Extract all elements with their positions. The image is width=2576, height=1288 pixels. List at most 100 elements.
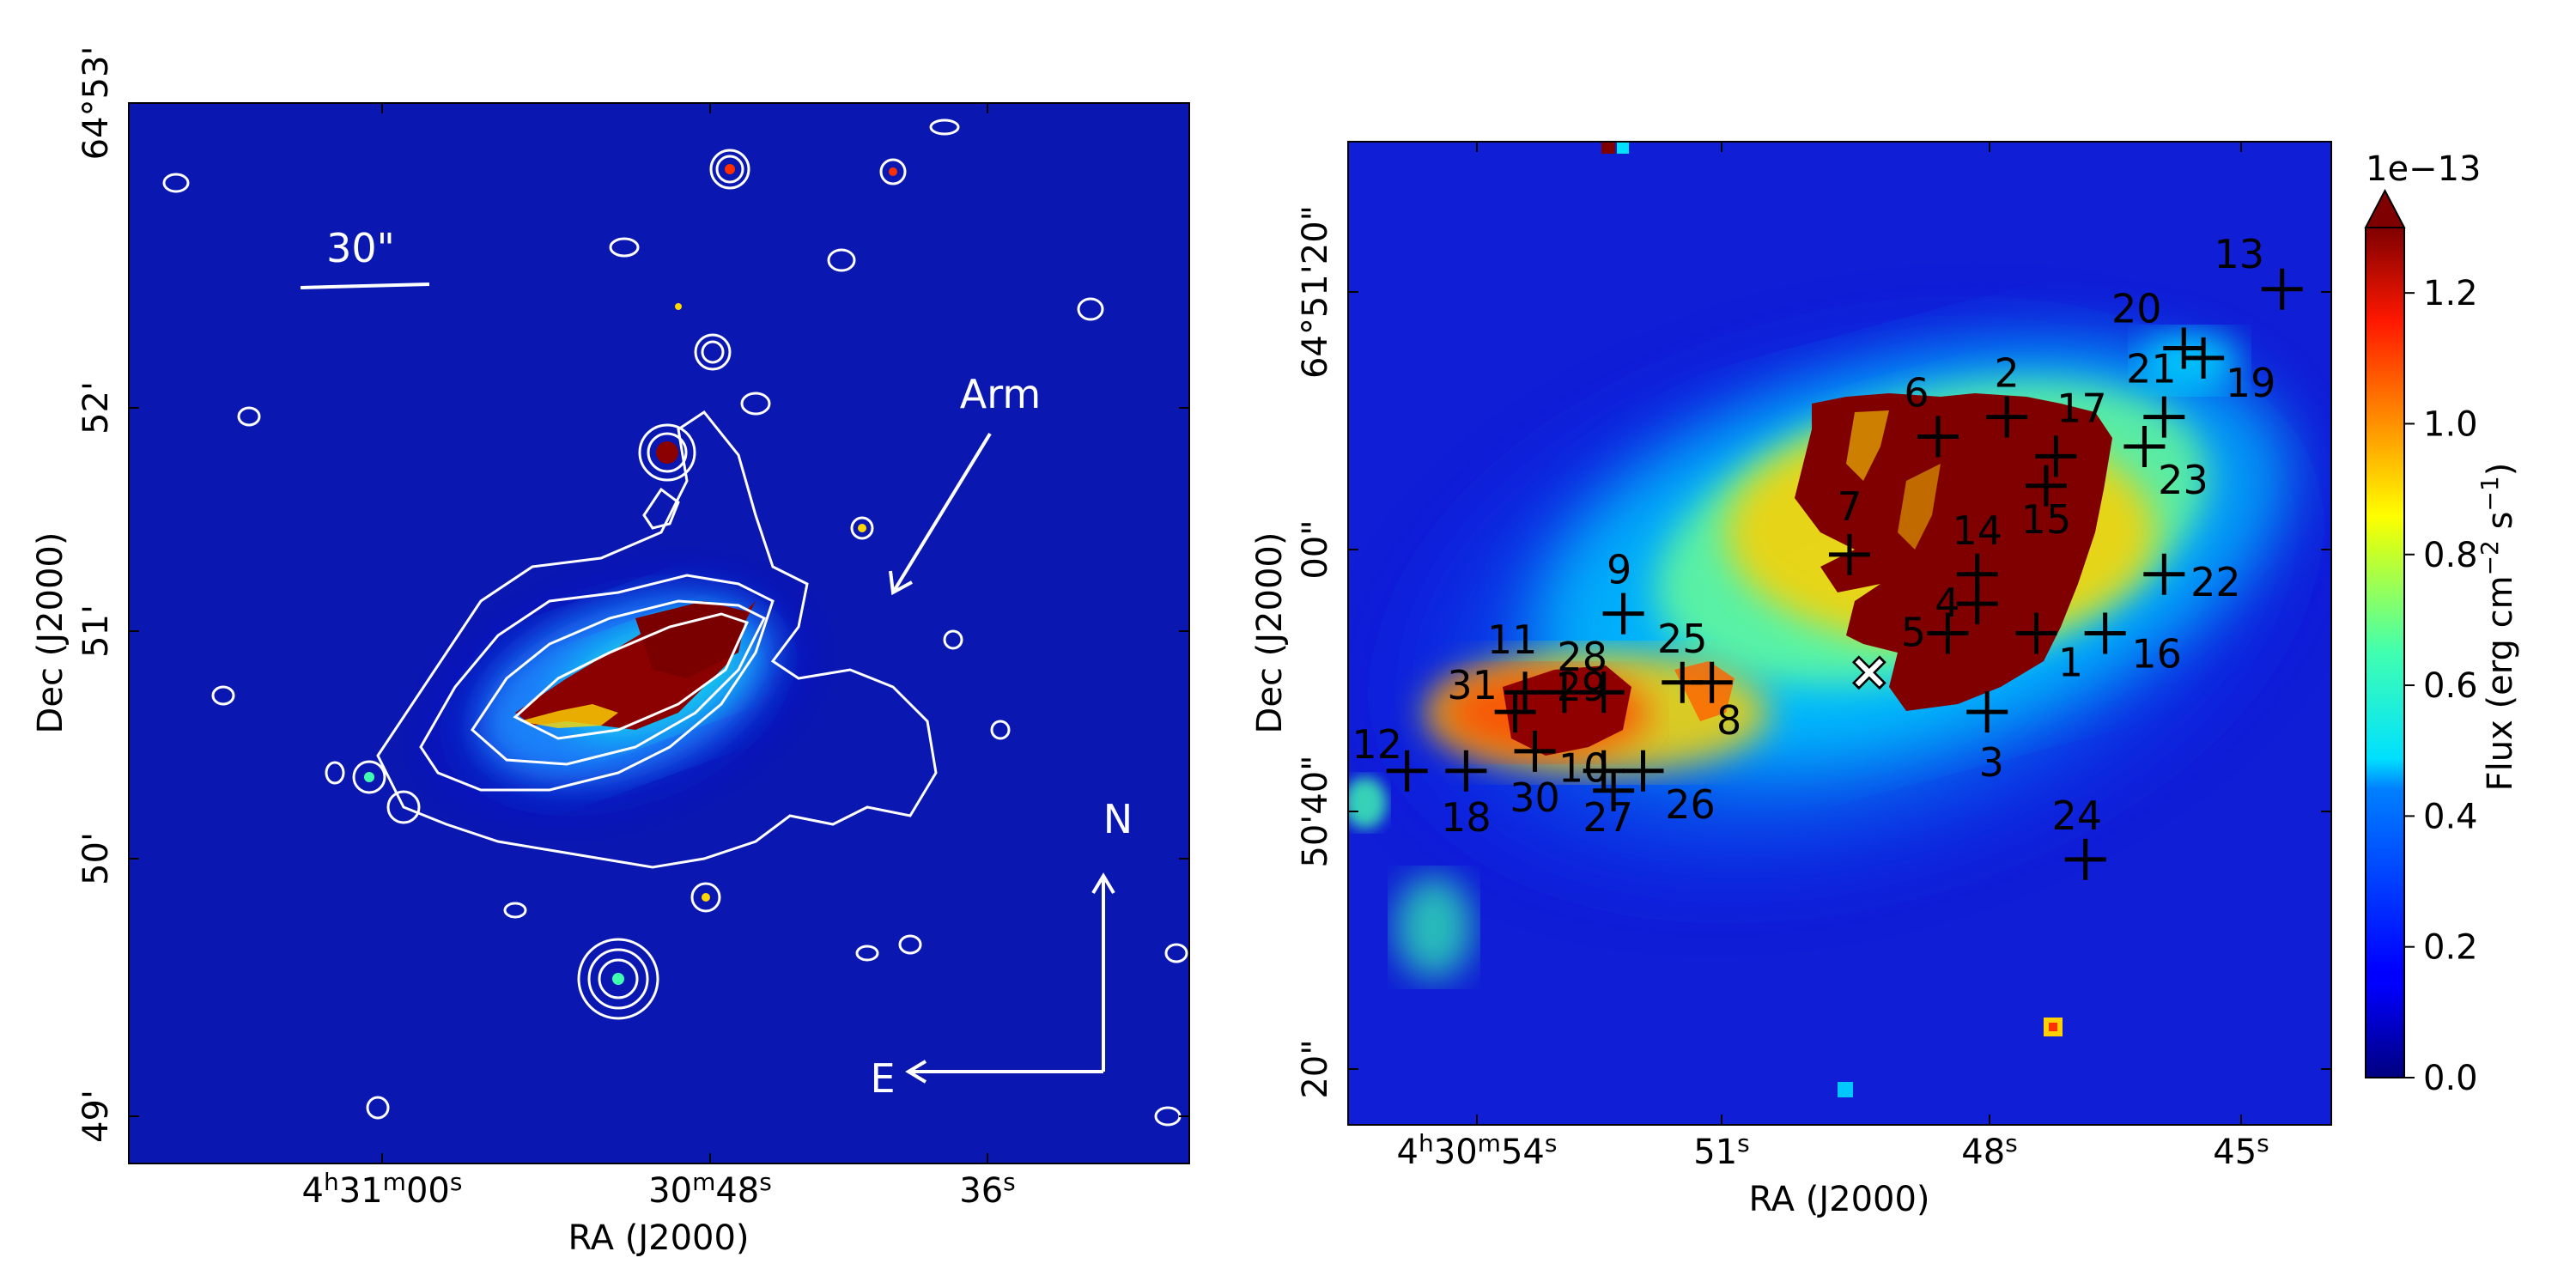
left-x-tick-labels: 4h31m00s 30m48s 36s bbox=[302, 1168, 1016, 1211]
source-18: 18 bbox=[1441, 750, 1492, 841]
right-x-tick-labels: 4h30m54s 51s 48s 45s bbox=[1397, 1129, 2269, 1172]
left-y-tick-label: 51' bbox=[76, 605, 116, 658]
colorbar-extend-arrow bbox=[2364, 188, 2406, 228]
colorbar-label: Flux (erg cm−2 s−1) bbox=[2476, 463, 2520, 792]
right-y-tick-label: 00" bbox=[1296, 519, 1335, 579]
right-y-tick-labels: 64°51'20" 00" 50'40" 20" bbox=[1296, 205, 1335, 1099]
source-7: 7 bbox=[1828, 483, 1870, 575]
source-label: 22 bbox=[2190, 559, 2241, 605]
source-label: 27 bbox=[1583, 794, 1633, 841]
arm-label: Arm bbox=[960, 371, 1041, 417]
colorbar-tick-label: 1.2 bbox=[2423, 274, 2478, 313]
left-y-tick-labels: 64°53' 52' 51' 50' 49' bbox=[76, 46, 116, 1143]
source-label: 18 bbox=[1441, 794, 1492, 841]
right-x-tick-label: 45s bbox=[2213, 1129, 2269, 1172]
colorbar-gradient bbox=[2366, 228, 2404, 1078]
left-ticks bbox=[129, 102, 1189, 1163]
left-x-axis-label: RA (J2000) bbox=[568, 1218, 749, 1258]
source-29: 29 bbox=[1543, 664, 1607, 714]
source-22: 22 bbox=[2143, 553, 2241, 605]
left-x-tick-label: 36s bbox=[959, 1168, 1016, 1211]
left-y-tick-label: 49' bbox=[76, 1090, 116, 1143]
source-16: 16 bbox=[2084, 612, 2182, 677]
colorbar-tick-label: 0.8 bbox=[2423, 536, 2478, 575]
left-image bbox=[129, 103, 1189, 1163]
source-label: 1 bbox=[2058, 640, 2083, 686]
colorbar-tick-label: 0.6 bbox=[2423, 666, 2478, 706]
source-label: 3 bbox=[1979, 739, 2004, 786]
source-3: 3 bbox=[1966, 691, 2008, 786]
right-ticks bbox=[1348, 142, 2331, 1125]
source-label: 31 bbox=[1447, 662, 1498, 708]
source-30: 30 bbox=[1510, 730, 1560, 821]
right-frame bbox=[1347, 141, 2332, 1126]
arm-annotation: Arm bbox=[889, 371, 1041, 596]
source-label: 15 bbox=[2021, 496, 2072, 543]
source-26: 26 bbox=[1622, 750, 1716, 828]
left-frame bbox=[128, 102, 1190, 1164]
source-label: 30 bbox=[1510, 775, 1560, 821]
left-y-tick-label: 50' bbox=[76, 832, 116, 885]
compass-east-label: E bbox=[870, 1055, 895, 1102]
source-25: 25 bbox=[1657, 616, 1708, 703]
right-y-axis-label: Dec (J2000) bbox=[1250, 532, 1290, 734]
source-label: 21 bbox=[2126, 346, 2177, 392]
left-x-tick-label: 4h31m00s bbox=[302, 1168, 463, 1211]
right-x-tick-label: 51s bbox=[1693, 1129, 1750, 1172]
source-label: 14 bbox=[1953, 507, 2003, 554]
source-label: 24 bbox=[2051, 793, 2102, 839]
source-24: 24 bbox=[2051, 793, 2106, 880]
colorbar-tick-label: 1.0 bbox=[2423, 404, 2478, 444]
source-label: 12 bbox=[1352, 721, 1402, 768]
source-label: 8 bbox=[1716, 697, 1741, 744]
right-x-tick-label: 48s bbox=[1961, 1129, 2018, 1172]
left-y-tick-label: 64°53' bbox=[76, 46, 116, 161]
scale-bar-label: 30" bbox=[326, 225, 395, 271]
source-11: 11 bbox=[1487, 617, 1546, 714]
contour-lines bbox=[162, 118, 1188, 1127]
left-y-tick-label: 52' bbox=[76, 381, 116, 434]
colorbar-scale: 1e−13 bbox=[2366, 149, 2481, 189]
source-label: 29 bbox=[1557, 664, 1607, 710]
left-panel: 30" Arm N E 4h31m00s 30m48s 36s 64°53' 52' 5… bbox=[31, 46, 1190, 1258]
source-23: 23 bbox=[2123, 425, 2208, 503]
colorbar: 0.0 0.2 0.4 0.6 0.8 1.0 1.2 1e−13 Flux (erg cm… bbox=[2364, 149, 2520, 1098]
right-y-tick-label: 50'40" bbox=[1296, 755, 1335, 867]
source-10: 10 bbox=[1558, 745, 1635, 811]
source-21: 21 bbox=[2126, 346, 2185, 438]
source-6: 6 bbox=[1904, 370, 1959, 458]
source-label: 2 bbox=[1995, 350, 2020, 397]
right-y-tick-label: 64°51'20" bbox=[1296, 205, 1335, 379]
source-9: 9 bbox=[1602, 547, 1644, 635]
source-15: 15 bbox=[2021, 465, 2072, 543]
source-label: 26 bbox=[1665, 781, 1716, 828]
right-y-tick-label: 20" bbox=[1296, 1039, 1335, 1098]
colorbar-tick-label: 0.4 bbox=[2423, 797, 2478, 836]
source-17: 17 bbox=[2035, 385, 2107, 477]
scale-bar: 30" bbox=[300, 225, 430, 289]
source-label: 17 bbox=[2057, 385, 2107, 431]
source-8: 8 bbox=[1691, 661, 1741, 744]
right-x-axis-label: RA (J2000) bbox=[1748, 1180, 1929, 1219]
source-label: 7 bbox=[1837, 483, 1862, 530]
left-point-sources bbox=[364, 164, 897, 985]
colorbar-ticks: 0.0 0.2 0.4 0.6 0.8 1.0 1.2 bbox=[2404, 274, 2478, 1098]
source-label: 20 bbox=[2111, 285, 2162, 331]
source-label: 6 bbox=[1904, 370, 1929, 416]
source-1: 1 bbox=[2015, 612, 2083, 686]
source-5: 5 bbox=[1901, 610, 1969, 656]
source-20: 20 bbox=[2111, 285, 2205, 369]
source-label: 9 bbox=[1607, 547, 1631, 593]
source-27: 27 bbox=[1583, 750, 1633, 841]
left-y-axis-label: Dec (J2000) bbox=[31, 532, 70, 734]
source-label: 10 bbox=[1558, 745, 1609, 792]
source-label: 13 bbox=[2214, 231, 2264, 277]
source-label: 19 bbox=[2226, 360, 2276, 406]
left-x-tick-label: 30m48s bbox=[648, 1168, 772, 1211]
colorbar-tick-label: 0.2 bbox=[2423, 928, 2478, 968]
right-x-tick-label: 4h30m54s bbox=[1397, 1129, 1558, 1172]
source-31: 31 bbox=[1447, 662, 1536, 733]
